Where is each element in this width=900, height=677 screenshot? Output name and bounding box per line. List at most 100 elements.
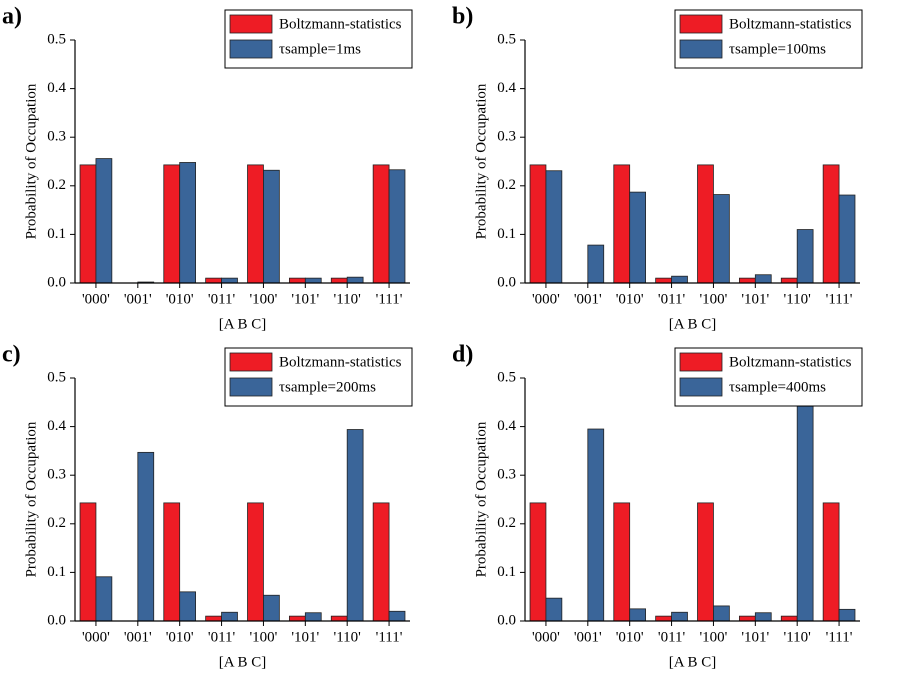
x-tick-label: '011' [208, 291, 236, 307]
bar [304, 277, 322, 284]
bar [388, 610, 406, 622]
bar [163, 502, 181, 622]
x-tick-label: '011' [208, 629, 236, 645]
x-tick-label: '100' [249, 629, 277, 645]
y-tick-label: 0.0 [47, 612, 66, 628]
bar [372, 502, 390, 622]
bar [796, 229, 814, 284]
y-tick-label: 0.0 [47, 274, 66, 290]
bar [545, 170, 563, 284]
x-tick-label: '010' [166, 291, 194, 307]
y-axis-label: Probability of Occupation [473, 421, 489, 577]
legend-swatch [679, 39, 723, 59]
bar [697, 502, 714, 622]
bar [587, 244, 605, 284]
legend-label: τsample=200ms [279, 379, 376, 395]
x-tick-label: '110' [334, 291, 362, 307]
legend-label: τsample=100ms [729, 41, 826, 57]
y-tick-label: 0.4 [47, 80, 66, 96]
bar [613, 164, 631, 284]
x-tick-label: '001' [574, 629, 602, 645]
panel-label: d) [452, 342, 473, 368]
bar [822, 502, 840, 622]
bar [95, 158, 113, 284]
x-tick-label: '010' [616, 291, 644, 307]
y-tick-label: 0.4 [47, 418, 66, 434]
panel: c) Probability of Occupation [A B C] 0.0 0.1… [2, 342, 413, 670]
bar [137, 451, 155, 622]
x-axis-label: [A B C] [669, 316, 717, 332]
bar [288, 615, 306, 622]
y-tick-label: 0.2 [497, 515, 516, 531]
bar [529, 502, 547, 622]
x-tick-label: '100' [699, 291, 727, 307]
bar [95, 576, 113, 622]
x-tick-label: '111' [376, 291, 403, 307]
legend-swatch [679, 14, 723, 34]
x-tick-label: '000' [532, 629, 560, 645]
x-tick-label: '100' [249, 291, 277, 307]
y-tick-label: 0.5 [497, 31, 516, 47]
panel: d) Probability of Occupation [A B C] 0.0 0.1… [452, 342, 863, 670]
legend-swatch [229, 14, 273, 34]
x-axis-label: [A B C] [669, 654, 717, 670]
x-tick-label: '100' [699, 629, 727, 645]
bar [587, 428, 605, 622]
bar [79, 164, 97, 284]
x-tick-label: '110' [334, 629, 362, 645]
x-tick-label: '111' [376, 629, 403, 645]
legend-label: Boltzmann-statistics [279, 16, 402, 32]
bar [738, 277, 756, 284]
y-tick-label: 0.3 [497, 467, 516, 483]
bar [655, 277, 672, 284]
y-tick-label: 0.3 [47, 129, 66, 145]
bar [346, 276, 364, 284]
y-tick-label: 0.5 [497, 369, 516, 385]
bar [163, 164, 181, 284]
bar [330, 615, 348, 622]
y-tick-label: 0.1 [47, 226, 66, 242]
legend-label: Boltzmann-statistics [729, 354, 852, 370]
bar [247, 164, 264, 284]
x-axis-label: [A B C] [219, 316, 267, 332]
bar [263, 594, 280, 622]
y-axis-label: Probability of Occupation [23, 421, 39, 577]
panel: a) Probability of Occupation [A B C] 0.0 0.1… [2, 4, 413, 332]
y-tick-label: 0.4 [497, 80, 516, 96]
bar [780, 615, 798, 622]
y-tick-label: 0.0 [497, 612, 516, 628]
bar [697, 164, 714, 284]
legend-label: Boltzmann-statistics [729, 16, 852, 32]
bar [288, 277, 306, 284]
y-tick-label: 0.2 [497, 177, 516, 193]
legend-label: τsample=1ms [279, 41, 361, 57]
bar [179, 591, 197, 622]
x-tick-label: '111' [826, 629, 853, 645]
bar [330, 277, 348, 284]
x-tick-label: '000' [532, 291, 560, 307]
bar [629, 608, 647, 622]
x-tick-label: '101' [291, 629, 319, 645]
bar [822, 164, 840, 284]
legend-label: Boltzmann-statistics [279, 354, 402, 370]
legend-swatch [229, 352, 273, 372]
bar [372, 164, 390, 284]
y-tick-label: 0.1 [497, 226, 516, 242]
panel-label: a) [2, 4, 22, 30]
y-tick-label: 0.1 [497, 564, 516, 580]
bar [754, 612, 772, 622]
legend-swatch [229, 377, 273, 397]
x-tick-label: '110' [784, 629, 812, 645]
bar [221, 277, 238, 284]
y-tick-label: 0.3 [47, 467, 66, 483]
x-tick-label: '101' [741, 291, 769, 307]
bar [754, 274, 772, 284]
y-axis-label: Probability of Occupation [23, 83, 39, 239]
x-tick-label: '001' [574, 291, 602, 307]
x-tick-label: '111' [826, 291, 853, 307]
y-tick-label: 0.3 [497, 129, 516, 145]
bar [205, 615, 222, 622]
bar [655, 615, 672, 622]
legend-swatch [229, 39, 273, 59]
